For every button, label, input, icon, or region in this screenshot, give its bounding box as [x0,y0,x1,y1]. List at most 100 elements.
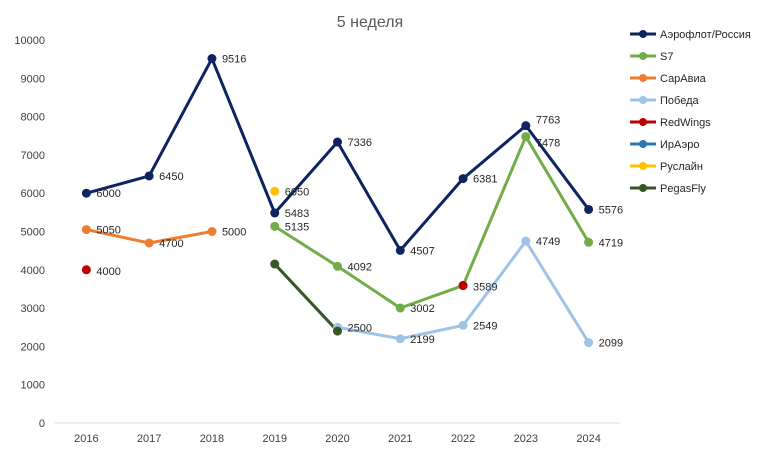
data-point [81,225,91,235]
data-point [584,338,594,348]
series-line-segment [147,230,214,245]
y-tick-label: 4000 [21,265,45,277]
data-label: 4507 [410,245,434,257]
legend-marker [639,52,647,60]
data-label: 5483 [285,208,309,220]
data-point [584,204,594,214]
series-markers [81,54,594,348]
data-label: 5135 [285,221,309,233]
y-tick-label: 6000 [21,188,45,200]
series-line-segment [336,140,402,252]
series-line-segment [336,264,402,310]
data-label: 2500 [348,322,372,334]
series-line-segment [273,262,339,333]
x-tick-label: 2017 [137,433,161,445]
data-label: 5050 [96,225,120,237]
series-line-segment [84,174,151,195]
data-point [395,334,405,344]
data-label: 5576 [599,204,623,216]
x-tick-label: 2022 [451,433,475,445]
data-point [270,186,280,196]
series-line-segment [84,228,151,245]
legend-label: СарАвиа [660,73,707,85]
data-point [333,261,342,271]
series-line-segment [336,325,402,341]
data-point [333,137,342,147]
x-tick-label: 2020 [325,433,349,445]
y-tick-label: 5000 [21,227,45,239]
data-label: 4092 [348,261,372,273]
series-line-segment [273,224,339,268]
series-line-segment [461,124,528,181]
data-point [81,265,91,275]
legend: Аэрофлот/Россия S7 СарАвиа Победа RedWings Ир… [630,29,751,195]
legend-marker [639,30,647,38]
legend-marker [639,96,647,104]
data-label: 3589 [473,282,497,294]
data-labels: 6000 6450 9516 5483 7336 4507 6381 7763 5576 5135… [96,54,623,350]
chart-title: 5 неделя [337,14,403,31]
x-tick-label: 2018 [200,433,224,445]
series-line-segment [210,57,277,215]
data-point [395,303,405,313]
data-label: 2099 [599,338,623,350]
data-label: 7478 [536,138,560,150]
series-line-segment [461,135,528,288]
data-point [270,208,280,218]
legend-label: RedWings [660,117,711,129]
series-line-segment [273,140,339,215]
series-line-segment [524,239,591,345]
x-tick-label: 2016 [74,433,98,445]
data-point [207,54,217,64]
series-line-segment [147,57,214,178]
data-label: 4700 [159,238,183,250]
x-tick-label: 2024 [576,433,600,445]
y-tick-label: 7000 [21,150,45,162]
data-point [458,281,468,291]
data-label: 4749 [536,236,560,248]
legend-marker [639,140,647,148]
data-point [81,188,91,198]
data-label: 7336 [348,137,372,149]
data-point [270,221,280,231]
legend-marker [639,184,647,192]
legend-marker [639,74,647,82]
legend-label: Победа [660,95,699,107]
data-label: 9516 [222,54,246,66]
legend-label: PegasFly [660,183,706,195]
y-tick-label: 9000 [21,73,45,85]
data-point [333,326,342,336]
series-line-segment [461,239,528,327]
data-point [584,237,594,247]
data-point [144,238,154,248]
series-line-segment [524,135,591,244]
legend-label: ИрАэро [660,139,699,151]
data-label: 6450 [159,171,183,183]
y-axis-ticks: 0 1000 2000 3000 4000 5000 6000 7000 8000 9000 100… [14,35,45,430]
y-tick-label: 0 [39,418,45,430]
legend-label: Аэрофлот/Россия [660,29,751,41]
data-point [458,320,468,330]
series-line-segment [524,124,591,211]
x-tick-label: 2019 [262,433,286,445]
legend-label: Руслайн [660,161,703,173]
data-label: 6381 [473,174,497,186]
series-lines [84,57,591,345]
data-label: 5000 [222,227,246,239]
legend-marker [639,118,647,126]
x-tick-label: 2023 [514,433,538,445]
x-axis: 2016 2017 2018 2019 2020 2021 2022 2023 2024 [55,422,620,445]
data-label: 2199 [410,334,434,346]
data-point [521,132,531,142]
data-label: 4000 [96,266,120,278]
legend-label: S7 [660,51,673,63]
data-point [521,236,531,246]
series-line-segment [398,323,465,341]
x-tick-label: 2021 [388,433,412,445]
legend-marker [639,162,647,170]
data-point [521,121,531,131]
data-point [207,227,217,236]
y-tick-label: 3000 [21,303,45,315]
y-tick-label: 8000 [21,112,45,124]
